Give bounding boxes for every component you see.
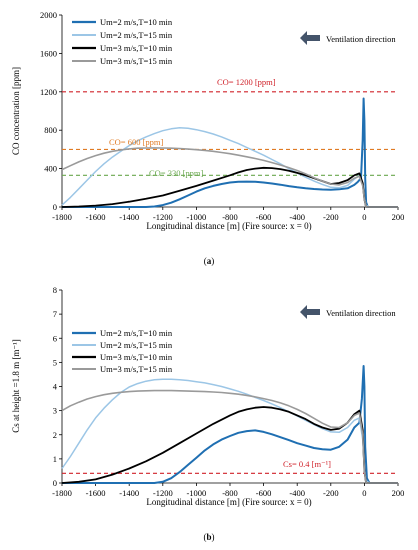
x-tick-label-a-10: 200 [392, 212, 405, 222]
x-tick-label-b-6: -600 [256, 488, 272, 498]
x-tick-label-b-8: -200 [323, 488, 339, 498]
x-tick-label-a-7: -400 [289, 212, 305, 222]
x-axis-label-a: Longitudinal distance [m] (Fire source: … [146, 221, 311, 231]
series-line-b-2 [61, 406, 398, 484]
x-tick-label-b-1: -1600 [86, 488, 106, 498]
ref-label-a-1: CO= 600 [ppm] [109, 137, 164, 147]
y-tick-label-b-2: 2 [53, 430, 57, 440]
x-tick-label-b-0: -1800 [52, 488, 72, 498]
x-tick-label-b-3: -1200 [153, 488, 173, 498]
series-line-b-0 [62, 365, 398, 484]
legend-label-a-3: Um=3 m/s,T=15 min [100, 56, 173, 66]
legend-label-a-0: Um=2 m/s,T=10 min [100, 17, 173, 27]
y-tick-label-b-5: 5 [53, 357, 57, 367]
series-line-b-3 [61, 389, 398, 484]
ventilation-arrow-icon-b [300, 305, 320, 319]
legend-label-b-0: Um=2 m/s,T=10 min [100, 328, 173, 338]
chart-panel-b: 0 1 2 3 4 5 6 7 8 -1800 -1600 -1400 -1200 -1000 -800 -… [11, 285, 404, 542]
legend-b: Um=2 m/s,T=10 min Um=2 m/s,T=15 min Um=3… [72, 328, 173, 374]
x-tick-label-a-6: -600 [256, 212, 272, 222]
legend-label-a-1: Um=2 m/s,T=15 min [100, 30, 173, 40]
x-axis-label-b: Longitudinal distance [m] (Fire source: … [146, 497, 311, 507]
legend-label-b-2: Um=3 m/s,T=10 min [100, 352, 173, 362]
x-tick-label-a-3: -1200 [153, 212, 173, 222]
y-tick-label-b-0: 0 [53, 478, 57, 488]
x-tick-label-a-0: -1800 [52, 212, 72, 222]
x-tick-label-b-4: -1000 [186, 488, 206, 498]
y-tick-label-b-3: 3 [53, 406, 57, 416]
x-tick-label-b-7: -400 [289, 488, 305, 498]
x-tick-label-b-5: -800 [222, 488, 238, 498]
x-tick-label-a-9: 0 [362, 212, 366, 222]
y-tick-label-b-8: 8 [53, 285, 57, 295]
x-tick-label-a-8: -200 [323, 212, 339, 222]
x-tick-label-a-2: -1400 [119, 212, 139, 222]
ventilation-direction-label-b: Ventilation direction [326, 308, 396, 318]
ventilation-arrow-icon-a [300, 31, 320, 45]
y-tick-label-a-4: 1600 [40, 48, 57, 58]
x-tick-label-a-4: -1000 [186, 212, 206, 222]
x-tick-label-a-5: -800 [222, 212, 238, 222]
y-axis-label-b: Cs at height =1.8 m [m⁻¹] [11, 339, 21, 433]
x-tick-label-b-2: -1400 [119, 488, 139, 498]
series-line-a-3 [61, 147, 398, 208]
panel-label-b: (b) [203, 532, 214, 542]
x-tick-label-a-1: -1600 [86, 212, 106, 222]
y-tick-label-b-7: 7 [53, 309, 57, 319]
y-tick-label-a-3: 1200 [40, 87, 57, 97]
x-tick-label-b-9: 0 [362, 488, 366, 498]
series-line-b-1 [61, 378, 398, 484]
series-line-a-2 [61, 166, 398, 208]
ref-label-a-0: CO= 1200 [ppm] [217, 77, 276, 87]
legend-label-a-2: Um=3 m/s,T=10 min [100, 43, 173, 53]
ref-label-b-0: Cs= 0.4 [m⁻¹] [283, 459, 331, 469]
y-axis-label-a: CO concentration [ppm] [11, 67, 21, 155]
y-tick-label-a-1: 400 [44, 164, 57, 174]
y-tick-label-a-5: 2000 [40, 10, 57, 20]
panel-label-a: (a) [204, 256, 215, 266]
legend-label-b-3: Um=3 m/s,T=15 min [100, 364, 173, 374]
series-line-a-1 [61, 127, 398, 208]
series-line-a-0 [62, 97, 398, 208]
y-tick-label-b-6: 6 [53, 333, 57, 343]
y-tick-label-b-4: 4 [53, 382, 58, 392]
legend-a: Um=2 m/s,T=10 min Um=2 m/s,T=15 min Um=3… [72, 17, 173, 66]
y-tick-label-a-2: 800 [44, 125, 57, 135]
y-tick-label-a-0: 0 [53, 202, 57, 212]
ref-label-a-2: CO= 330 [ppm] [149, 168, 204, 178]
ventilation-direction-label-a: Ventilation direction [326, 34, 396, 44]
legend-label-b-1: Um=2 m/s,T=15 min [100, 340, 173, 350]
y-tick-label-b-1: 1 [53, 454, 57, 464]
x-tick-label-b-10: 200 [392, 488, 405, 498]
